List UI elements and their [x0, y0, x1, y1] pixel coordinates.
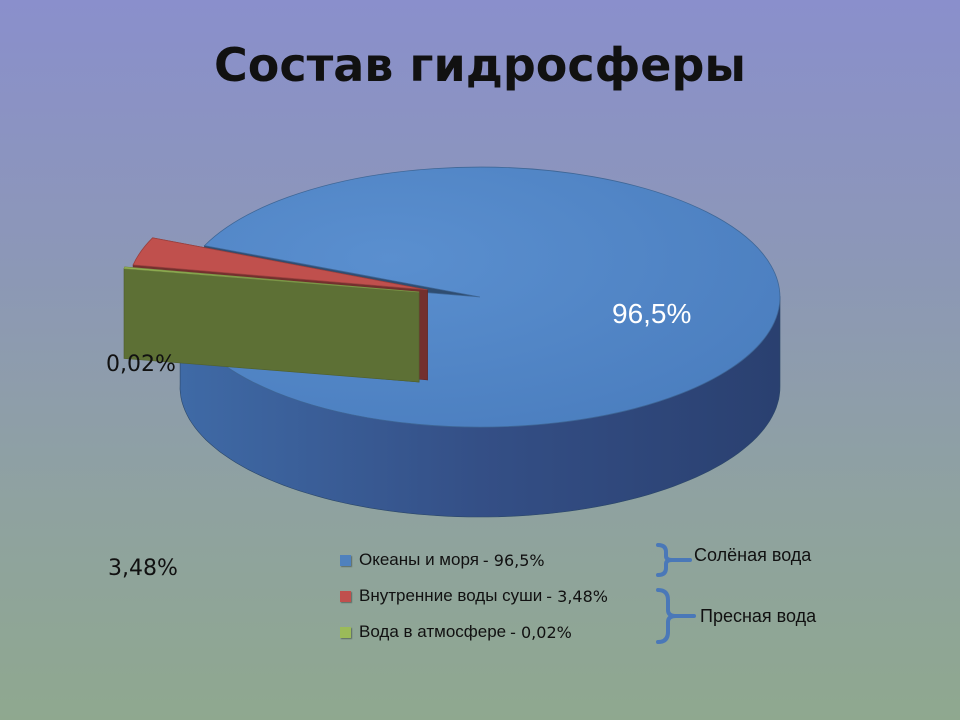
legend-value-oceans: - 96,5% [482, 550, 545, 570]
group-label-fresh-water: Пресная вода [700, 606, 817, 626]
legend-swatch-oceans [340, 554, 351, 566]
legend-label-inland-waters: Внутренние воды суши [359, 586, 543, 605]
chart-legend: Океаны и моря - 96,5% Внутренние воды су… [340, 542, 660, 650]
legend-label-atmosphere: Вода в атмосфере [359, 622, 507, 641]
group-label-salt-water: Солёная вода [694, 545, 812, 565]
legend-item-oceans: Океаны и моря - 96,5% [340, 542, 660, 578]
chart-title: Состав гидросферы [213, 38, 747, 92]
data-label-atmosphere: 0,02% [106, 352, 176, 377]
legend-item-atmosphere: Вода в атмосфере - 0,02% [340, 614, 660, 650]
pie-slice-atmosphere [123, 266, 420, 383]
legend-label-oceans: Океаны и моря [359, 550, 479, 569]
legend-value-inland-waters: - 3,48% [546, 586, 608, 606]
legend-swatch-inland-waters [340, 590, 351, 602]
data-label-inland-waters: 3,48% [108, 556, 178, 581]
data-label-oceans: 96,5% [612, 298, 692, 329]
legend-swatch-atmosphere [340, 626, 351, 638]
legend-value-atmosphere: - 0,02% [510, 622, 572, 642]
legend-item-inland-waters: Внутренние воды суши - 3,48% [340, 578, 660, 614]
